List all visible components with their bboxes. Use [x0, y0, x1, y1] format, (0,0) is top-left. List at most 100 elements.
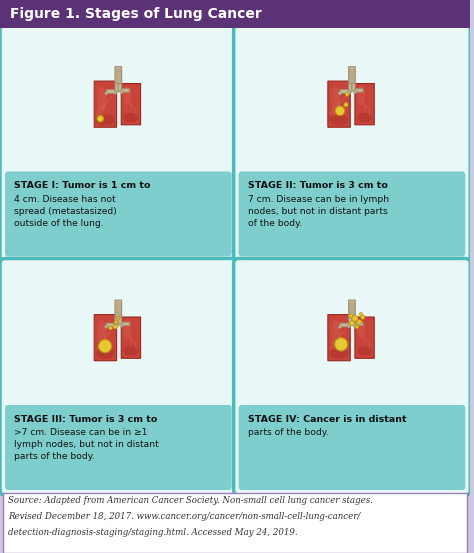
FancyBboxPatch shape — [94, 81, 117, 127]
Circle shape — [109, 326, 112, 330]
FancyBboxPatch shape — [106, 90, 115, 93]
Text: 7 cm. Disease can be in lymph
nodes, but not in distant parts
of the body.: 7 cm. Disease can be in lymph nodes, but… — [247, 195, 389, 228]
FancyBboxPatch shape — [118, 317, 122, 325]
FancyBboxPatch shape — [349, 73, 355, 74]
Circle shape — [105, 92, 108, 95]
FancyBboxPatch shape — [115, 69, 121, 70]
FancyBboxPatch shape — [115, 76, 121, 78]
FancyBboxPatch shape — [5, 171, 232, 257]
Circle shape — [355, 325, 358, 328]
FancyBboxPatch shape — [238, 171, 465, 257]
FancyBboxPatch shape — [328, 81, 350, 127]
FancyBboxPatch shape — [106, 323, 115, 327]
Circle shape — [105, 325, 108, 328]
FancyBboxPatch shape — [94, 315, 117, 361]
FancyBboxPatch shape — [115, 80, 121, 82]
Ellipse shape — [329, 348, 348, 359]
FancyBboxPatch shape — [238, 405, 465, 490]
FancyBboxPatch shape — [115, 300, 122, 319]
Circle shape — [114, 325, 117, 328]
Circle shape — [338, 92, 341, 95]
FancyBboxPatch shape — [234, 25, 470, 262]
FancyBboxPatch shape — [328, 315, 350, 361]
Circle shape — [114, 320, 118, 324]
FancyBboxPatch shape — [349, 80, 355, 82]
Circle shape — [97, 116, 104, 122]
FancyBboxPatch shape — [115, 71, 121, 72]
FancyBboxPatch shape — [349, 69, 355, 70]
FancyBboxPatch shape — [115, 302, 121, 304]
FancyBboxPatch shape — [115, 79, 121, 80]
Circle shape — [347, 325, 350, 328]
FancyBboxPatch shape — [115, 306, 121, 307]
Circle shape — [359, 312, 363, 316]
Circle shape — [335, 106, 345, 116]
Circle shape — [352, 315, 358, 321]
Circle shape — [347, 91, 350, 94]
Circle shape — [114, 91, 117, 94]
FancyBboxPatch shape — [118, 84, 122, 91]
FancyBboxPatch shape — [115, 82, 121, 84]
FancyBboxPatch shape — [234, 258, 470, 495]
Ellipse shape — [357, 346, 372, 356]
FancyBboxPatch shape — [349, 308, 355, 310]
Ellipse shape — [98, 320, 107, 345]
FancyBboxPatch shape — [349, 302, 355, 304]
FancyBboxPatch shape — [349, 84, 352, 92]
FancyBboxPatch shape — [122, 322, 129, 326]
Text: >7 cm. Disease can be in ≥1
lymph nodes, but not in distant
parts of the body.: >7 cm. Disease can be in ≥1 lymph nodes,… — [14, 428, 159, 461]
FancyBboxPatch shape — [349, 67, 356, 85]
Ellipse shape — [98, 87, 107, 111]
FancyBboxPatch shape — [349, 79, 355, 80]
Text: Revised December 18, 2017. www.cancer.org/cancer/non-small-cell-lung-cancer/: Revised December 18, 2017. www.cancer.or… — [8, 512, 360, 521]
Circle shape — [349, 321, 355, 326]
Ellipse shape — [357, 320, 365, 339]
FancyBboxPatch shape — [355, 84, 374, 125]
Ellipse shape — [123, 86, 131, 106]
Text: 4 cm. Disease has not
spread (metastasized)
outside of the lung.: 4 cm. Disease has not spread (metastasiz… — [14, 195, 117, 228]
FancyBboxPatch shape — [115, 317, 118, 326]
FancyBboxPatch shape — [349, 75, 355, 76]
FancyBboxPatch shape — [115, 304, 121, 306]
Circle shape — [99, 340, 112, 353]
FancyBboxPatch shape — [349, 304, 355, 306]
Ellipse shape — [357, 113, 372, 122]
Ellipse shape — [357, 86, 365, 106]
Text: Source: Adapted from American Cancer Society. Non-small cell lung cancer stages.: Source: Adapted from American Cancer Soc… — [8, 496, 373, 505]
FancyBboxPatch shape — [0, 258, 237, 495]
Circle shape — [354, 324, 356, 327]
FancyBboxPatch shape — [0, 0, 470, 28]
FancyBboxPatch shape — [115, 67, 122, 85]
Circle shape — [357, 320, 362, 324]
FancyBboxPatch shape — [349, 300, 356, 319]
FancyBboxPatch shape — [121, 84, 141, 125]
Text: STAGE I: Tumor is 1 cm to: STAGE I: Tumor is 1 cm to — [14, 181, 150, 190]
Circle shape — [354, 91, 356, 93]
Ellipse shape — [329, 114, 348, 126]
Text: detection-diagnosis-staging/staging.html. Accessed May 24, 2019.: detection-diagnosis-staging/staging.html… — [8, 528, 298, 537]
Circle shape — [335, 338, 348, 351]
FancyBboxPatch shape — [355, 88, 363, 92]
FancyBboxPatch shape — [349, 306, 355, 307]
FancyBboxPatch shape — [352, 84, 356, 91]
FancyBboxPatch shape — [3, 493, 467, 553]
FancyBboxPatch shape — [121, 317, 141, 358]
Circle shape — [117, 317, 120, 320]
Circle shape — [346, 93, 349, 96]
Ellipse shape — [123, 346, 138, 356]
FancyBboxPatch shape — [349, 71, 355, 72]
Circle shape — [113, 325, 118, 329]
FancyBboxPatch shape — [122, 88, 129, 92]
Ellipse shape — [331, 87, 340, 111]
FancyBboxPatch shape — [349, 76, 355, 78]
Circle shape — [344, 103, 348, 107]
FancyBboxPatch shape — [349, 312, 355, 314]
Ellipse shape — [123, 113, 138, 122]
Circle shape — [349, 314, 353, 318]
FancyBboxPatch shape — [352, 317, 356, 325]
Text: STAGE II: Tumor is 3 cm to: STAGE II: Tumor is 3 cm to — [247, 181, 387, 190]
Circle shape — [361, 315, 365, 319]
FancyBboxPatch shape — [115, 312, 121, 314]
FancyBboxPatch shape — [115, 75, 121, 76]
FancyBboxPatch shape — [349, 317, 352, 326]
